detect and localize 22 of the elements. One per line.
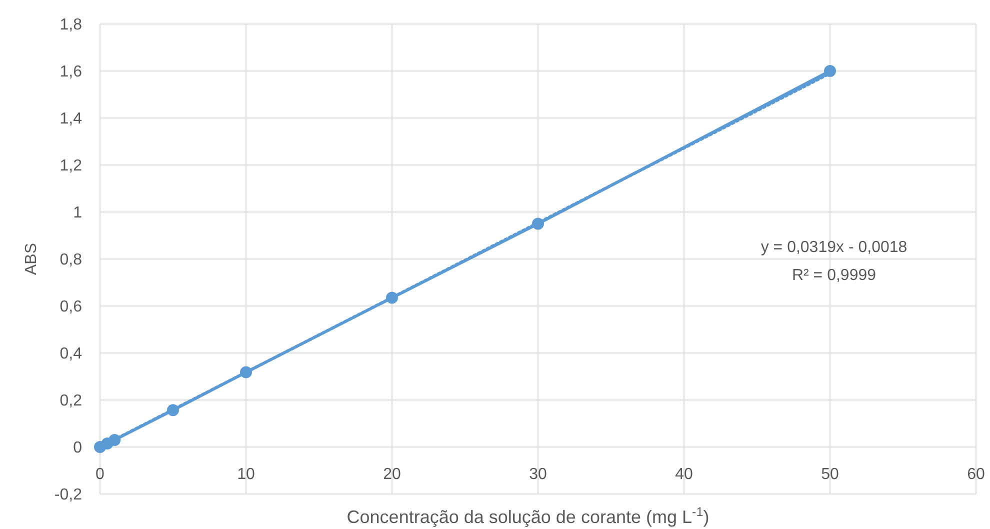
y-tick-label: 0,2: [60, 392, 82, 410]
y-tick-label: -0,2: [54, 486, 82, 504]
x-tick-label: 30: [529, 466, 547, 483]
x-axis-title: Concentração da solução de corante (mg L$^{-1}$): [346, 505, 710, 527]
y-tick-label: 1,2: [60, 158, 82, 175]
y-axis-title: ABS: [23, 242, 40, 276]
x-tick-label: 50: [821, 466, 839, 483]
x-tick-label: 60: [967, 466, 985, 483]
y-tick-label: 0,6: [60, 298, 82, 316]
x-tick-label: 0: [96, 466, 105, 483]
y-tick-label: 0: [73, 440, 82, 457]
x-tick-label: 40: [675, 466, 693, 483]
y-tick-label: 0,4: [60, 346, 82, 363]
annotation: y = 0,0319x - 0,0018: [760, 239, 908, 256]
x-tick-label: 10: [237, 466, 255, 483]
y-tick-label: 1: [73, 204, 82, 222]
y-tick-label: 1,6: [60, 64, 82, 81]
y-tick-label: 1,8: [60, 16, 82, 34]
y-tick-label: 1,4: [60, 110, 82, 128]
annotation: R² = 0,9999: [792, 267, 876, 284]
y-tick-label: 0,8: [60, 252, 82, 269]
x-tick-label: 20: [383, 466, 401, 483]
